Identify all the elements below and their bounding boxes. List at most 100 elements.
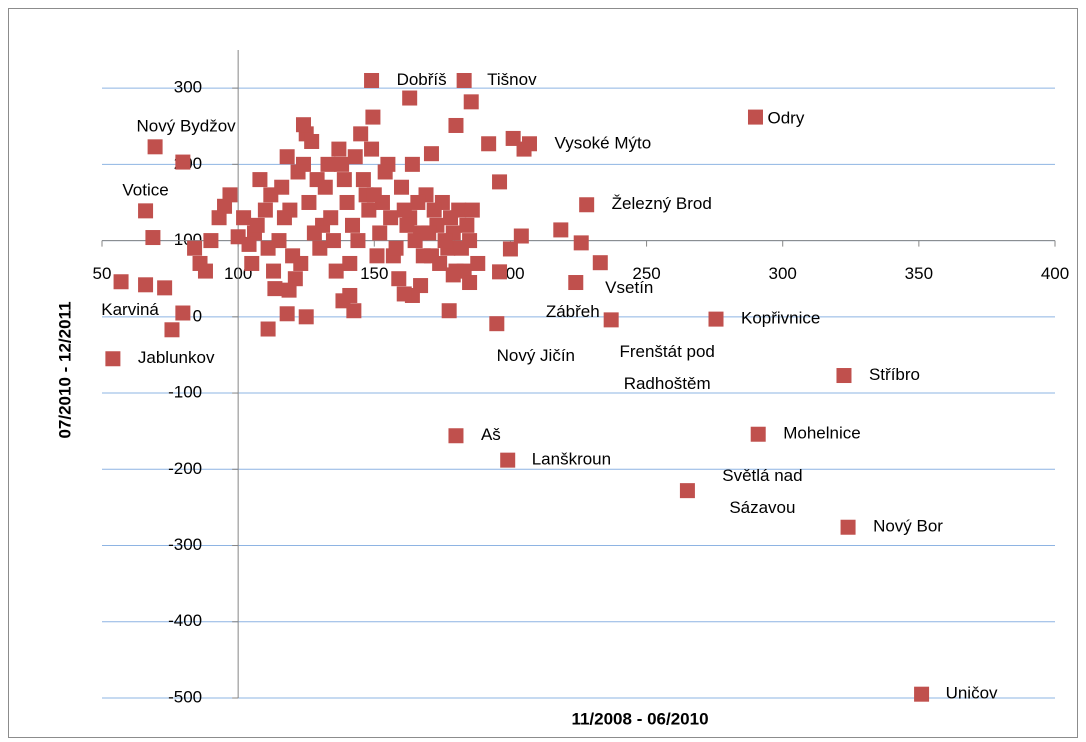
point — [175, 305, 191, 321]
y-axis-title: 07/2010 - 12/2011 — [55, 301, 74, 438]
point — [236, 210, 252, 226]
point — [364, 141, 380, 157]
point-label: Nový Bydžov — [136, 116, 236, 135]
point-label: Nový Jičín — [497, 346, 575, 365]
point — [260, 321, 276, 337]
point — [489, 316, 505, 332]
x-tick-label: 350 — [905, 264, 933, 283]
point — [448, 117, 464, 133]
y-tick-label: -200 — [168, 459, 202, 478]
point — [267, 281, 283, 297]
point — [391, 271, 407, 287]
x-tick-label: 150 — [360, 264, 388, 283]
point — [365, 109, 381, 125]
point — [573, 235, 589, 251]
point — [312, 240, 328, 256]
point — [840, 519, 856, 535]
point-label: Kopřivnice — [741, 309, 820, 328]
point — [369, 248, 385, 264]
point — [342, 255, 358, 271]
point-label-text: Frenštát pod Radhoštěm — [619, 341, 715, 393]
point — [164, 322, 180, 338]
point — [334, 156, 350, 172]
point — [147, 139, 163, 155]
point — [914, 686, 930, 702]
point — [187, 240, 203, 256]
chart-border — [8, 8, 1078, 738]
point-label: Dobříš — [397, 70, 447, 89]
point — [339, 194, 355, 210]
y-tick-label: -100 — [168, 383, 202, 402]
point — [244, 255, 260, 271]
point — [298, 309, 314, 325]
point-label: Uničov — [946, 684, 998, 703]
point — [276, 210, 292, 226]
point-label: Zábřeh — [546, 302, 600, 321]
point — [568, 275, 584, 291]
point-label: Karviná — [101, 300, 159, 319]
point — [279, 306, 295, 322]
point — [432, 255, 448, 271]
point-label: Železný Brod — [612, 194, 712, 213]
point — [445, 267, 461, 283]
point — [175, 154, 191, 170]
y-tick-label: -300 — [168, 535, 202, 554]
x-tick-label: 400 — [1041, 264, 1069, 283]
point — [603, 312, 619, 328]
point — [388, 240, 404, 256]
point — [263, 187, 279, 203]
point — [304, 133, 320, 149]
point — [505, 130, 521, 146]
point — [404, 156, 420, 172]
point — [350, 233, 366, 249]
point — [197, 263, 213, 279]
point — [407, 233, 423, 249]
point — [157, 280, 173, 296]
point — [211, 210, 227, 226]
point — [399, 217, 415, 233]
x-tick-label: 300 — [769, 264, 797, 283]
point — [271, 233, 287, 249]
point — [252, 172, 268, 188]
point — [456, 72, 472, 88]
point — [502, 241, 518, 257]
point — [592, 255, 608, 271]
y-tick-label: 0 — [193, 306, 202, 325]
point — [301, 194, 317, 210]
x-axis-title: 11/2008 - 06/2010 — [571, 709, 708, 728]
point-label: Aš — [481, 425, 501, 444]
point-label: Jablunkov — [138, 348, 215, 367]
point — [470, 255, 486, 271]
point — [346, 303, 362, 319]
point — [377, 164, 393, 180]
point — [462, 275, 478, 291]
point — [353, 126, 369, 142]
point — [481, 136, 497, 152]
point — [579, 197, 595, 213]
point — [750, 426, 766, 442]
point — [306, 225, 322, 241]
point — [415, 248, 431, 264]
point-label: Odry — [767, 109, 804, 128]
x-tick-label: 250 — [632, 264, 660, 283]
point — [437, 233, 453, 249]
y-tick-label: 300 — [174, 78, 202, 97]
point — [492, 264, 508, 280]
point — [453, 240, 469, 256]
point — [230, 229, 246, 245]
point — [355, 172, 371, 188]
point — [113, 274, 129, 290]
point — [553, 222, 569, 238]
point — [336, 172, 352, 188]
point-label: Nový Bor — [873, 517, 943, 536]
point — [448, 428, 464, 444]
point — [279, 149, 295, 165]
point-label: Frenštát pod Radhoštěm — [619, 341, 715, 393]
point — [396, 202, 412, 218]
point — [325, 233, 341, 249]
point — [345, 217, 361, 233]
point — [364, 72, 380, 88]
point — [249, 217, 265, 233]
point — [441, 303, 457, 319]
